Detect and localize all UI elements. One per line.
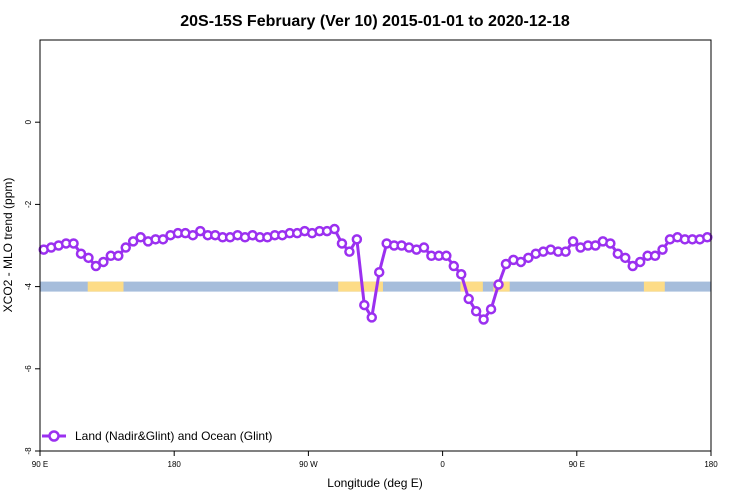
data-point <box>68 238 79 249</box>
data-point <box>627 260 638 272</box>
y-tick-label: -4 <box>24 282 33 290</box>
data-point <box>441 250 452 262</box>
plot-frame <box>39 39 712 452</box>
data-point <box>523 252 534 264</box>
y-tick-label: -8 <box>24 447 33 455</box>
data-point <box>515 256 527 268</box>
data-point <box>500 258 512 270</box>
data-point <box>567 236 579 247</box>
x-tick-label: 0 <box>440 460 445 469</box>
data-point <box>373 266 385 278</box>
chart-title: 20S-15S February (Ver 10) 2015-01-01 to … <box>180 13 570 30</box>
series-points <box>38 223 713 325</box>
data-point <box>329 223 340 235</box>
land-band-2 <box>460 281 483 292</box>
data-point <box>463 293 474 305</box>
data-point <box>75 248 87 259</box>
data-point <box>605 238 616 249</box>
data-point <box>344 246 355 257</box>
data-point <box>455 269 467 280</box>
data-point <box>90 260 102 272</box>
data-point <box>634 256 646 268</box>
x-axis: 90 E 180 90 W 0 90 E 180 <box>32 451 718 469</box>
data-point <box>98 256 109 268</box>
data-point <box>135 232 146 243</box>
data-point <box>702 232 713 243</box>
data-point <box>418 242 430 253</box>
land-band-1 <box>338 281 383 292</box>
data-point <box>336 238 348 249</box>
data-point <box>120 242 131 253</box>
legend: Land (Nadir&Glint) and Ocean (Glint) <box>42 429 272 443</box>
data-point <box>485 303 497 315</box>
x-tick-label: 180 <box>168 460 182 469</box>
data-point <box>590 240 601 251</box>
y-tick-label: -2 <box>24 200 33 208</box>
data-point <box>657 244 668 255</box>
y-axis: 0 -2 -4 -6 -8 <box>24 119 40 455</box>
legend-marker-swatch <box>48 430 60 442</box>
data-point <box>448 260 460 272</box>
x-tick-label: 180 <box>704 460 718 469</box>
x-tick-label: 90 E <box>569 460 585 469</box>
data-point <box>493 279 504 290</box>
land-band-4 <box>643 281 665 292</box>
x-tick-label: 90 E <box>32 460 48 469</box>
data-point <box>187 229 199 241</box>
x-axis-label: Longitude (deg E) <box>327 476 422 490</box>
data-point <box>366 312 378 323</box>
data-point <box>470 306 482 317</box>
data-point <box>359 299 370 311</box>
data-point <box>83 252 94 264</box>
y-tick-label: 0 <box>24 119 33 124</box>
x-tick-label: 90 W <box>299 460 318 469</box>
legend-label: Land (Nadir&Glint) and Ocean (Glint) <box>75 429 272 443</box>
data-point <box>620 252 631 264</box>
data-point <box>157 234 169 245</box>
data-point <box>195 225 206 237</box>
data-point <box>649 250 661 262</box>
data-point <box>478 314 489 325</box>
data-point <box>127 236 139 247</box>
land-band-0 <box>87 281 124 292</box>
data-point <box>113 250 124 262</box>
y-axis-label: XCO2 - MLO trend (ppm) <box>1 178 15 313</box>
data-point <box>560 246 571 257</box>
data-point <box>612 248 624 259</box>
y-tick-label: -6 <box>24 365 33 373</box>
data-point <box>351 234 363 245</box>
